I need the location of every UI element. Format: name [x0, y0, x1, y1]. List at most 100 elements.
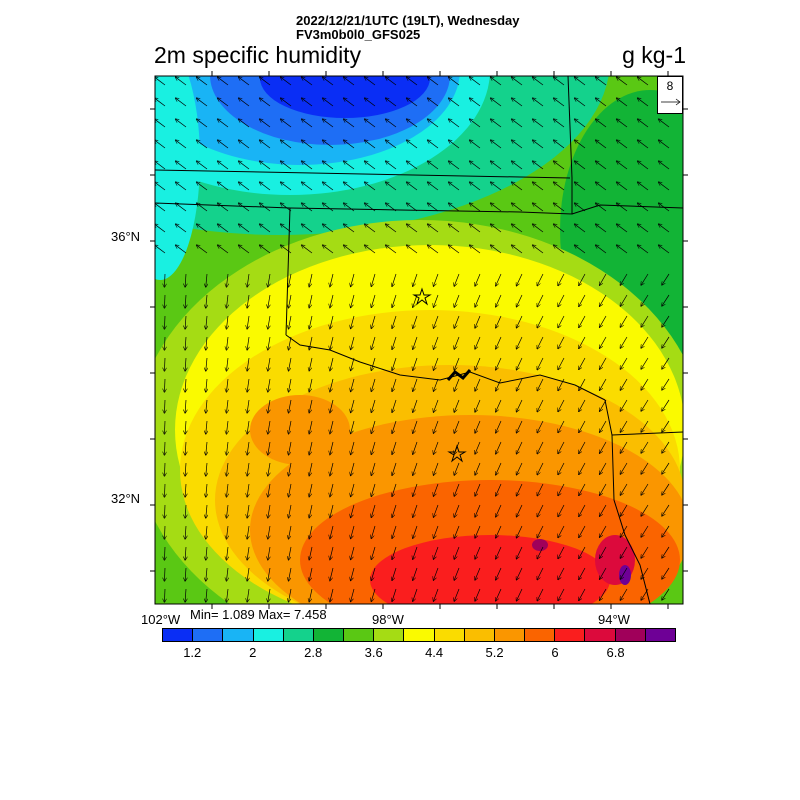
colorbar-swatch — [313, 629, 345, 641]
wind-arrow — [516, 294, 523, 307]
wind-arrow — [454, 294, 460, 307]
wind-arrow — [617, 182, 628, 191]
wind-arrow — [433, 399, 439, 412]
wind-arrow — [268, 546, 270, 560]
wind-arrow — [516, 399, 523, 412]
colorbar-swatch — [555, 629, 586, 641]
wind-arrow — [164, 420, 165, 434]
reference-arrow-icon — [661, 98, 681, 106]
wind-arrow — [537, 441, 544, 454]
wind-arrow — [392, 504, 397, 517]
colorbar-label: 4.4 — [425, 645, 444, 660]
wind-arrow — [351, 420, 355, 434]
colorbar-label: 2 — [249, 645, 257, 660]
wind-arrow — [575, 224, 586, 233]
wind-arrow — [579, 378, 586, 390]
wind-arrow — [218, 182, 229, 191]
wind-arrow — [206, 378, 207, 392]
wind-arrow — [454, 399, 460, 412]
wind-arrow — [575, 140, 586, 149]
wind-arrow — [413, 420, 418, 433]
wind-arrow — [512, 77, 523, 86]
wind-arrow — [579, 294, 586, 306]
wind-arrow — [386, 98, 397, 107]
wind-arrow — [433, 420, 439, 433]
wind-arrow — [454, 483, 460, 496]
wind-arrow — [407, 224, 418, 233]
wind-arrow — [533, 77, 544, 86]
wind-arrow — [407, 245, 418, 254]
wind-arrow — [558, 462, 565, 475]
wind-arrow — [575, 203, 586, 212]
wind-arrow — [371, 273, 376, 286]
wind-arrow — [579, 315, 586, 327]
wind-arrow — [641, 420, 649, 432]
colorbar-swatch — [434, 629, 465, 641]
wind-arrow — [659, 182, 670, 191]
wind-arrow — [413, 483, 418, 496]
wind-arrow — [309, 567, 313, 581]
wind-arrow — [392, 336, 397, 349]
colorbar-swatch — [645, 629, 675, 641]
plot-units: g kg-1 — [622, 42, 686, 68]
wind-arrow — [260, 182, 271, 191]
wind-arrow — [330, 294, 334, 308]
wind-arrow — [620, 315, 628, 327]
wind-arrow — [268, 525, 270, 539]
wind-arrow — [579, 420, 586, 432]
wind-arrow — [428, 161, 439, 170]
wind-arrow — [475, 378, 481, 391]
wind-arrow — [197, 98, 208, 107]
wind-arrow — [638, 98, 649, 107]
min-max-text: Min= 1.089 Max= 7.458 — [190, 607, 327, 622]
wind-arrow — [392, 462, 397, 475]
wind-arrow — [620, 357, 628, 369]
wind-arrow — [413, 273, 418, 286]
wind-arrow — [433, 462, 439, 475]
wind-arrow — [433, 483, 439, 496]
wind-arrow — [537, 525, 544, 538]
wind-arrow — [620, 588, 628, 600]
wind-arrow — [470, 203, 481, 212]
wind-arrow — [662, 294, 670, 306]
wind-arrow — [226, 525, 228, 539]
wind-arrow — [662, 420, 670, 432]
wind-arrow — [185, 525, 186, 539]
wind-arrow — [617, 224, 628, 233]
wind-arrow — [289, 462, 292, 476]
wind-arrow — [537, 336, 544, 349]
wind-arrow — [554, 119, 565, 128]
wind-arrow — [330, 357, 334, 371]
wind-arrow — [206, 294, 207, 308]
wind-arrow — [344, 245, 355, 254]
wind-arrow — [164, 441, 165, 455]
wind-arrow — [164, 357, 165, 371]
wind-arrow — [309, 420, 313, 434]
wind-arrow — [247, 294, 249, 308]
wind-arrow — [371, 588, 376, 601]
wind-arrow — [533, 203, 544, 212]
wind-arrow — [247, 546, 249, 560]
colorbar-label: 2.8 — [304, 645, 323, 660]
wind-arrow — [537, 357, 544, 370]
wind-arrow — [516, 315, 523, 328]
header-datetime: 2022/12/21/1UTC (19LT), Wednesday — [296, 13, 520, 28]
wind-arrow — [164, 315, 165, 329]
wind-arrow — [176, 203, 187, 212]
wind-arrow — [289, 567, 292, 581]
wind-arrow — [164, 336, 165, 350]
plot-title: 2m specific humidity — [154, 42, 362, 68]
wind-arrow — [537, 378, 544, 391]
wind-arrow — [475, 525, 481, 538]
wind-arrow — [620, 567, 628, 579]
wind-arrow — [351, 483, 355, 497]
wind-arrow — [176, 140, 187, 149]
wind-arrow — [239, 224, 250, 233]
wind-arrow — [206, 273, 207, 287]
wind-arrow — [407, 182, 418, 191]
wind-arrow — [491, 224, 502, 233]
wind-arrow — [620, 462, 628, 474]
wind-arrow — [365, 119, 376, 128]
wind-arrow — [289, 588, 292, 602]
wind-arrow — [579, 399, 586, 411]
